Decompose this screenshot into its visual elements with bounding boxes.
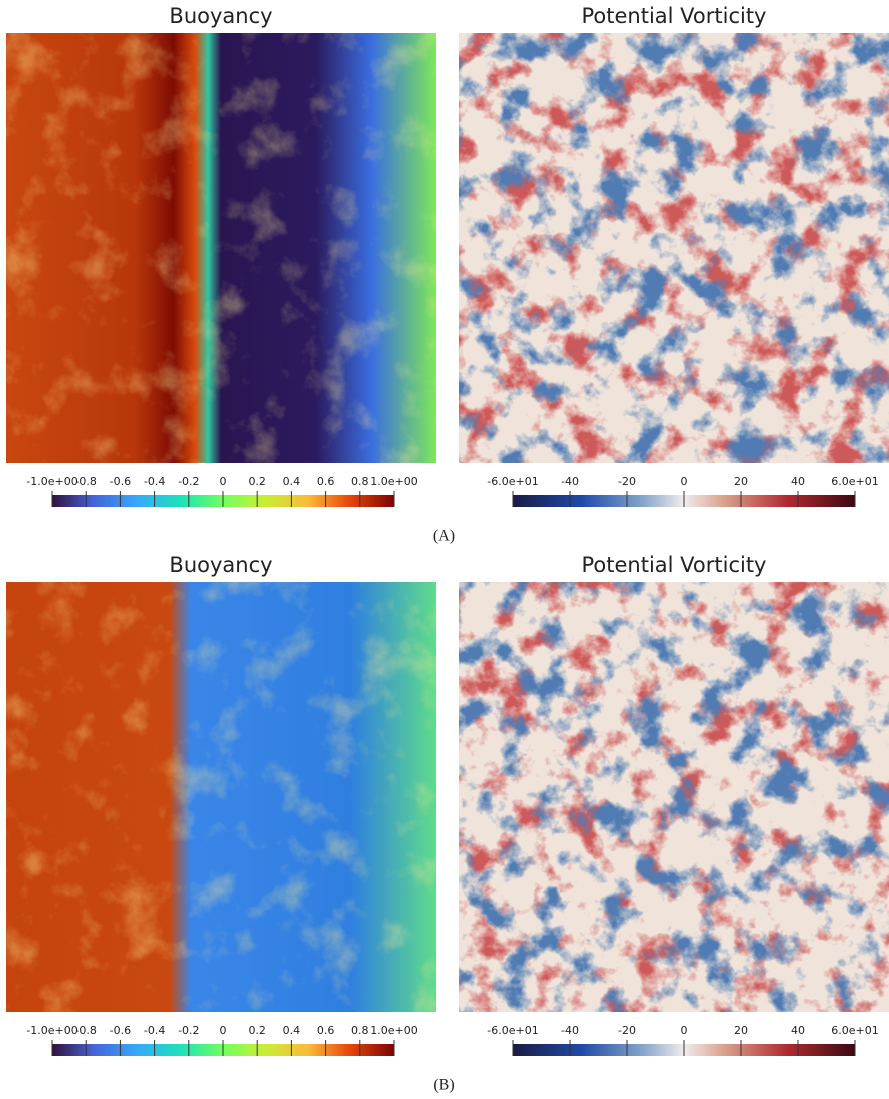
colorbar-tick-label: 0.6 [317, 1024, 335, 1037]
figure-caption: (B) [433, 1077, 454, 1094]
colorbar-tick-label: -0.8 [75, 1024, 96, 1037]
field-texture [6, 33, 436, 463]
colorbar-tick-label: -1.0e+00 [26, 1024, 77, 1037]
colorbar-tick-label: -0.6 [110, 1024, 131, 1037]
colorbar-tick-label: 1.0e+00 [370, 475, 417, 488]
colorbar-tick-label: -6.0e+01 [487, 1024, 538, 1037]
colorbar-tick-label: 0.6 [317, 475, 335, 488]
field-texture [6, 582, 436, 1012]
colorbar-tick-label: 0.4 [283, 1024, 301, 1037]
colorbar-tick-label: -0.8 [75, 475, 96, 488]
colorbar-tick-label: -0.4 [144, 475, 165, 488]
colorbar-tick-label: 20 [734, 1024, 748, 1037]
colorbar-tick-label: 0 [220, 1024, 227, 1037]
panel-title: Potential Vorticity [581, 4, 766, 28]
colorbar-tick-label: -40 [561, 475, 579, 488]
colorbar-tick-label: -20 [618, 475, 636, 488]
figure-caption: (A) [433, 528, 455, 545]
colorbar-tick-label: 0.4 [283, 475, 301, 488]
panel-title: Potential Vorticity [581, 553, 766, 577]
colorbar-tick-label: 0.8 [351, 475, 369, 488]
colorbar-tick-label: 0 [220, 475, 227, 488]
field-texture [459, 582, 889, 1012]
colorbar-tick-label: 0 [681, 1024, 688, 1037]
colorbar-tick-label: -0.2 [178, 475, 199, 488]
colorbar-tick-label: -1.0e+00 [26, 475, 77, 488]
colorbar-tick-label: -0.4 [144, 1024, 165, 1037]
colorbar-tick-label: 6.0e+01 [831, 475, 878, 488]
colorbar-tick-label: 40 [791, 475, 805, 488]
colorbar-tick-label: 0.2 [248, 1024, 266, 1037]
panel-title: Buoyancy [169, 4, 272, 28]
colorbar-tick-label: 20 [734, 475, 748, 488]
colorbar-tick-label: 40 [791, 1024, 805, 1037]
colorbar-tick-label: 0 [681, 475, 688, 488]
colorbar-tick-label: -6.0e+01 [487, 475, 538, 488]
colorbar-tick-label: 6.0e+01 [831, 1024, 878, 1037]
field-texture [459, 33, 889, 463]
colorbar-tick-label: 0.2 [248, 475, 266, 488]
colorbar-tick-label: -20 [618, 1024, 636, 1037]
colorbar-tick-label: 0.8 [351, 1024, 369, 1037]
figure: Buoyancy-1.0e+00-0.8-0.6-0.4-0.200.20.40… [0, 0, 889, 1099]
colorbar-tick-label: 1.0e+00 [370, 1024, 417, 1037]
panel-title: Buoyancy [169, 553, 272, 577]
colorbar-tick-label: -0.6 [110, 475, 131, 488]
colorbar-tick-label: -0.2 [178, 1024, 199, 1037]
colorbar-tick-label: -40 [561, 1024, 579, 1037]
